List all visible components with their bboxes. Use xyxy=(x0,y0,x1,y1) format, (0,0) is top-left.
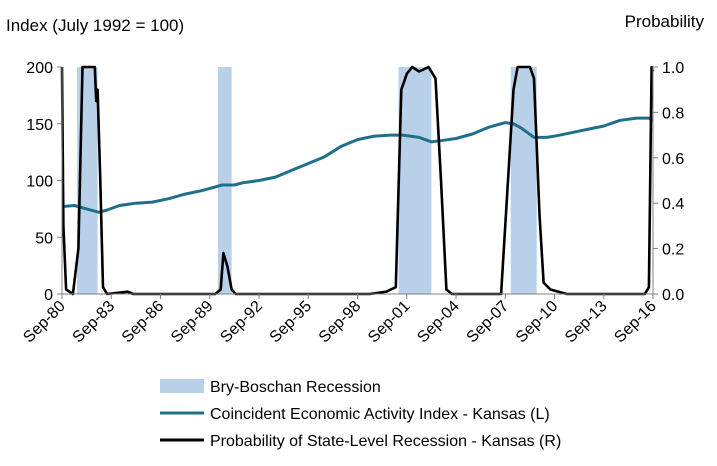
x-tick-label: Sep-04 xyxy=(414,298,463,347)
left-tick-label: 0 xyxy=(44,287,53,304)
series-line-activity-index xyxy=(61,116,654,214)
x-tick-label: Sep-07 xyxy=(464,298,513,347)
legend: Bry-Boschan Recession Coincident Economic… xyxy=(160,379,561,450)
right-tick-label: 0.4 xyxy=(662,196,684,213)
left-tick-label: 200 xyxy=(26,60,53,77)
right-tick-label: 1.0 xyxy=(662,60,684,77)
x-tick-label: Sep-16 xyxy=(611,298,660,347)
left-tick-label: 150 xyxy=(26,117,53,134)
x-tick-label: Sep-98 xyxy=(316,298,365,347)
right-tick-label: 0.6 xyxy=(662,151,684,168)
recession-band-4 xyxy=(510,67,537,294)
x-tick-label: Sep-92 xyxy=(217,298,266,347)
x-tick-label: Sep-13 xyxy=(562,298,611,347)
left-tick-label: 50 xyxy=(35,230,53,247)
x-tick-label: Sep-80 xyxy=(20,298,69,347)
x-tick-label: Sep-89 xyxy=(168,298,217,347)
right-tick-label: 0.2 xyxy=(662,242,684,259)
right-axis-title: Probability xyxy=(625,12,705,31)
recession-band-3 xyxy=(398,67,432,294)
series-lines xyxy=(60,65,655,296)
x-tick-label: Sep-10 xyxy=(513,298,562,347)
series-line-recession-probability xyxy=(60,65,655,296)
recession-bands xyxy=(77,67,537,294)
left-axis-title: Index (July 1992 = 100) xyxy=(6,16,184,35)
legend-label-recession-probability: Probability of State-Level Recession - K… xyxy=(210,433,561,450)
right-tick-label: 0.0 xyxy=(662,287,684,304)
legend-label-recession: Bry-Boschan Recession xyxy=(210,379,381,396)
x-tick-label: Sep-01 xyxy=(365,298,414,347)
legend-swatch-recession xyxy=(160,379,204,393)
x-tick-label: Sep-95 xyxy=(267,298,316,347)
x-tick-label: Sep-86 xyxy=(119,298,168,347)
recession-band-2 xyxy=(217,67,232,294)
right-tick-label: 0.8 xyxy=(662,105,684,122)
left-tick-label: 100 xyxy=(26,174,53,191)
x-tick-label: Sep-83 xyxy=(70,298,119,347)
legend-label-activity-index: Coincident Economic Activity Index - Kan… xyxy=(210,406,550,423)
